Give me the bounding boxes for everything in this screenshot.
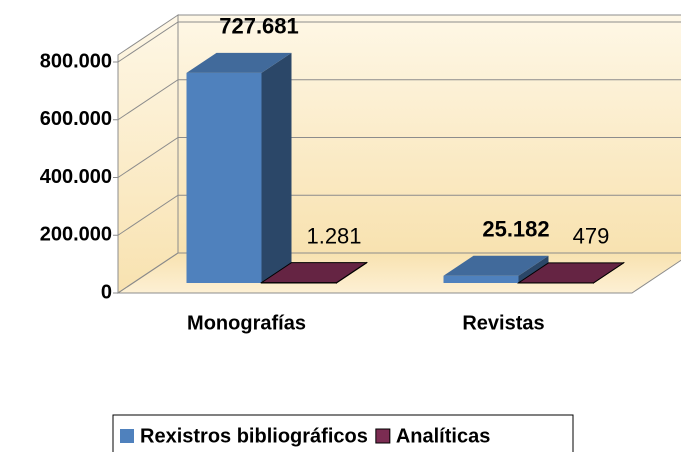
y-tick-label: 800.000	[40, 50, 112, 72]
legend-label: Rexistros bibliográficos	[140, 425, 368, 447]
grid-line	[117, 194, 681, 236]
value-label: 25.182	[482, 217, 549, 242]
bar	[259, 261, 369, 284]
bar-side	[261, 52, 292, 283]
labels: 0 200.000 400.000 600.000 800.000 Monografías…	[40, 14, 610, 335]
grid-line	[117, 252, 681, 294]
x-tick-label: Revistas	[462, 312, 544, 334]
bar-top	[186, 52, 292, 73]
x-tick-label: Monografías	[187, 312, 306, 334]
grid	[113, 21, 681, 294]
bar-top	[259, 262, 369, 284]
y-tick-label: 200.000	[40, 224, 112, 246]
value-label: 1.281	[306, 223, 361, 248]
bar-front	[443, 275, 519, 283]
bars	[186, 52, 626, 284]
bar-side	[518, 255, 549, 283]
legend-label: Analíticas	[396, 425, 490, 447]
bar-top	[443, 255, 549, 276]
legend-swatch	[120, 429, 134, 443]
y-tick-label: 0	[101, 281, 112, 303]
y-tick-label: 400.000	[40, 166, 112, 188]
legend-box	[112, 414, 574, 452]
side-wall	[117, 14, 179, 294]
grid-line	[117, 21, 681, 63]
y-tick-label: 600.000	[40, 108, 112, 130]
bar-top	[516, 262, 626, 284]
value-label: 727.681	[219, 14, 299, 39]
legend: Rexistros bibliográficos Analíticas	[120, 425, 490, 447]
value-label: 479	[573, 224, 610, 249]
bar	[443, 255, 549, 283]
grid-line	[117, 79, 681, 121]
bar	[516, 261, 626, 284]
grid-line	[117, 137, 681, 178]
bar	[186, 52, 292, 283]
bar-front	[186, 72, 262, 283]
legend-swatch	[375, 428, 391, 444]
